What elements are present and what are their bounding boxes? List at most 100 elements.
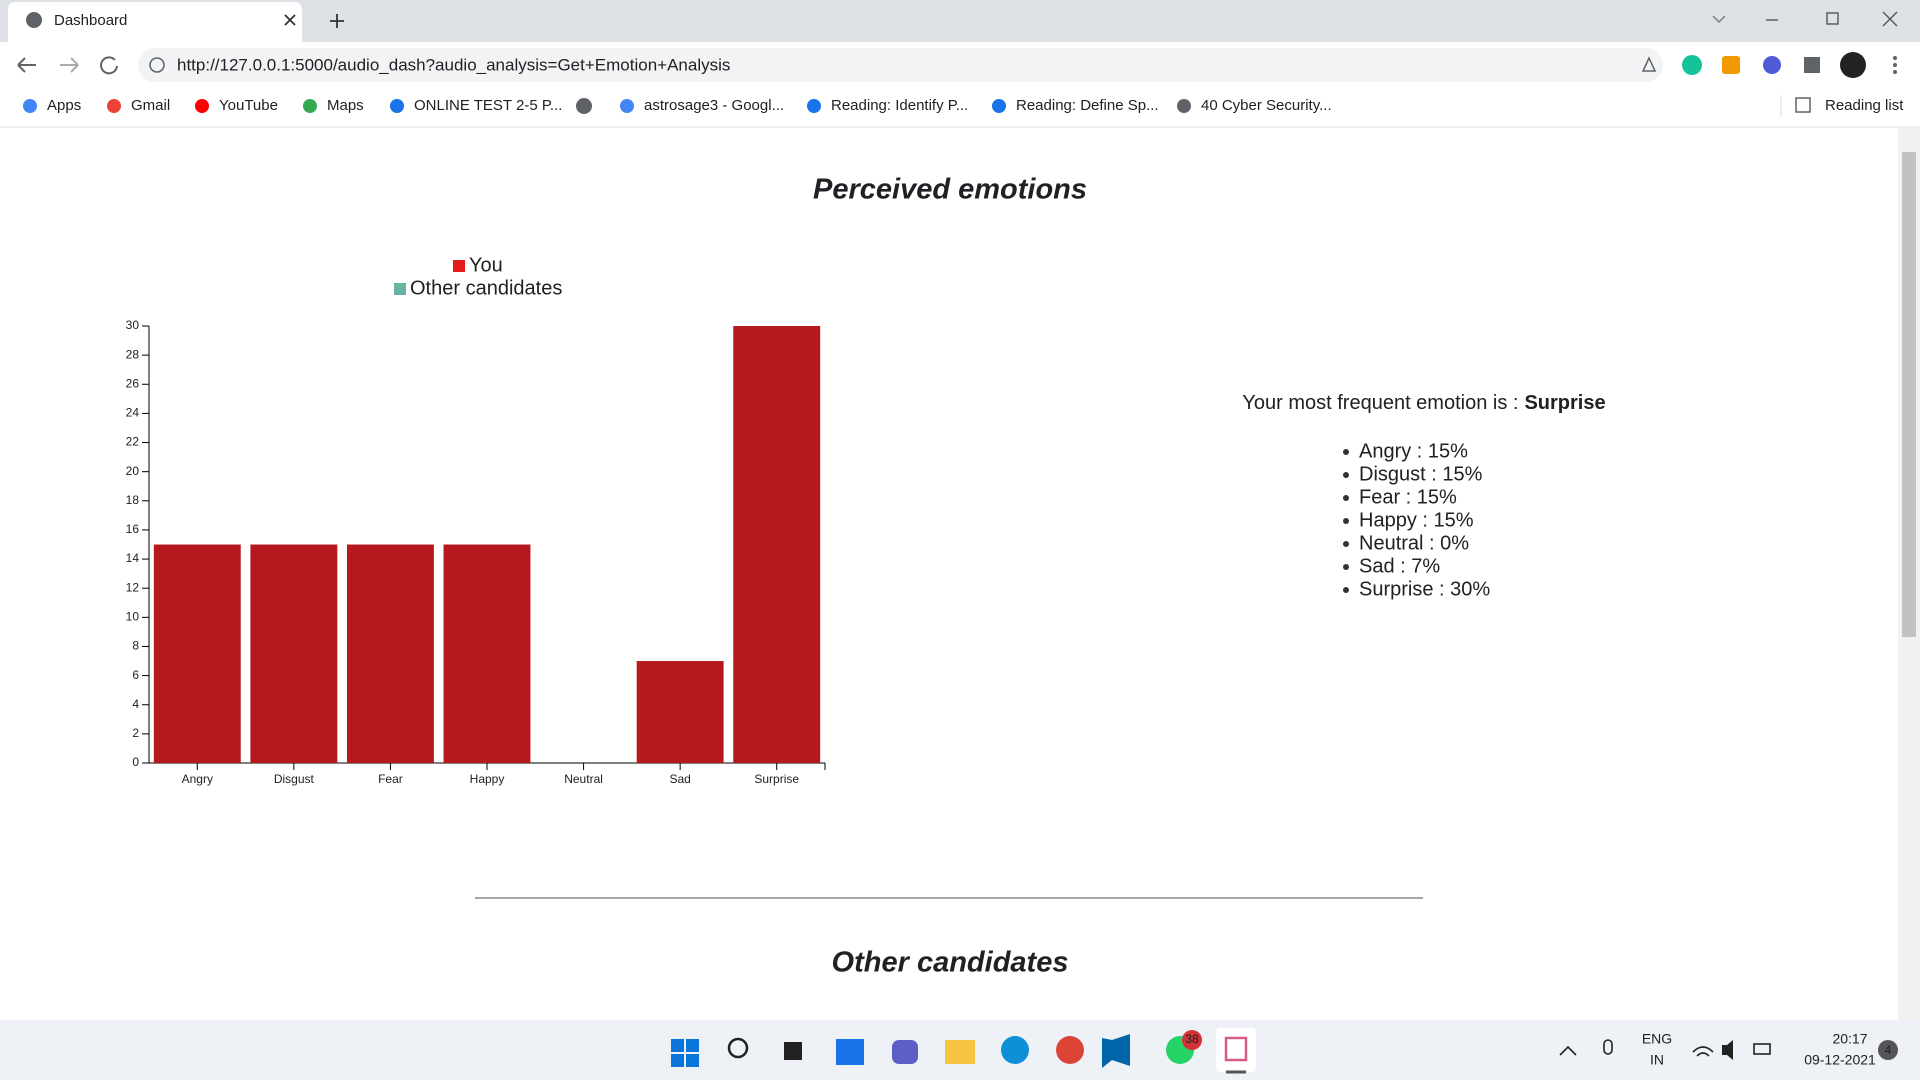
vscode[interactable] <box>1102 1034 1130 1068</box>
whatsapp-badge: 38 <box>1185 1032 1199 1046</box>
edge[interactable] <box>1001 1036 1029 1064</box>
bar <box>443 544 531 763</box>
reading-list[interactable]: Reading list <box>1825 97 1904 114</box>
explorer[interactable] <box>945 1040 975 1064</box>
y-tick-label: 4 <box>132 697 139 711</box>
y-tick-label: 20 <box>126 464 140 478</box>
list-item: Happy : 15% <box>1359 509 1474 531</box>
start[interactable] <box>671 1039 699 1067</box>
y-tick-label: 16 <box>126 522 140 536</box>
list-bullet <box>1343 472 1349 478</box>
volume[interactable] <box>1722 1040 1733 1060</box>
bar <box>250 544 338 763</box>
restore[interactable] <box>1826 12 1839 25</box>
bookmark-icon <box>390 99 404 113</box>
widgets[interactable] <box>836 1039 864 1065</box>
tab-title: Dashboard <box>54 12 127 29</box>
language[interactable]: ENG <box>1642 1031 1672 1047</box>
y-tick-label: 12 <box>126 580 140 594</box>
time[interactable]: 20:17 <box>1832 1031 1867 1047</box>
bookmark-icon <box>107 99 121 113</box>
summary: Your most frequent emotion is : Surprise <box>1242 392 1605 414</box>
list-item: Sad : 7% <box>1359 555 1440 577</box>
bookmark[interactable]: YouTube <box>219 97 278 114</box>
bar <box>733 326 821 763</box>
menu[interactable] <box>1893 56 1897 60</box>
back[interactable] <box>17 57 36 73</box>
x-tick-label: Neutral <box>564 772 603 786</box>
profile[interactable] <box>1840 52 1866 78</box>
new-tab[interactable] <box>330 14 344 28</box>
tab-search[interactable] <box>1712 15 1726 23</box>
bookmark[interactable]: Gmail <box>131 97 170 114</box>
bookmark-globe[interactable] <box>576 98 592 114</box>
snip-tool-bg <box>1216 1028 1256 1072</box>
y-tick-label: 18 <box>126 493 140 507</box>
bookmark-icon <box>1177 99 1191 113</box>
forward[interactable] <box>60 57 79 73</box>
bar <box>153 544 241 763</box>
bookmark[interactable]: Maps <box>327 97 364 114</box>
bookmark-icon <box>195 99 209 113</box>
snip-tool[interactable] <box>1224 1036 1248 1062</box>
battery[interactable] <box>1753 1043 1771 1055</box>
y-tick-label: 22 <box>126 435 140 449</box>
section-heading: Other candidates <box>832 947 1069 979</box>
site-info[interactable] <box>149 57 165 73</box>
notifications-bg[interactable] <box>1878 1040 1898 1060</box>
bookmark-star[interactable] <box>1641 56 1657 72</box>
summary-emotion: Surprise <box>1524 392 1605 414</box>
ext-grammarly[interactable] <box>1682 55 1702 75</box>
bookmark-icon <box>23 99 37 113</box>
ext-2[interactable] <box>1722 56 1740 74</box>
wifi[interactable] <box>1692 1046 1714 1057</box>
close-window[interactable] <box>1882 11 1898 27</box>
tray-arrow[interactable] <box>1559 1045 1577 1056</box>
y-tick-label: 8 <box>132 639 139 653</box>
url[interactable]: http://127.0.0.1:5000/audio_dash?audio_a… <box>177 55 730 74</box>
whatsapp-badge-bg <box>1182 1030 1202 1050</box>
chrome[interactable] <box>1056 1036 1084 1064</box>
list-bullet <box>1343 495 1349 501</box>
x-tick-label: Happy <box>470 772 505 786</box>
list-item: Fear : 15% <box>1359 486 1457 508</box>
summary-label: Your most frequent emotion is : <box>1242 392 1518 414</box>
list-item: Angry : 15% <box>1359 440 1468 462</box>
tab-close[interactable] <box>284 14 296 26</box>
tab[interactable] <box>8 2 302 42</box>
omnibox[interactable] <box>138 48 1663 82</box>
date[interactable]: 09-12-2021 <box>1804 1052 1876 1068</box>
y-tick-label: 0 <box>132 755 139 769</box>
mic[interactable] <box>1603 1039 1613 1055</box>
extensions[interactable] <box>1804 57 1820 73</box>
page-title: Perceived emotions <box>813 174 1087 206</box>
bar <box>346 544 434 763</box>
x-tick-label: Sad <box>669 772 690 786</box>
x-tick-label: Fear <box>378 772 403 786</box>
task-view[interactable] <box>784 1042 802 1060</box>
tab-favicon <box>26 12 42 28</box>
y-tick-label: 26 <box>126 376 140 390</box>
bookmark[interactable]: Reading: Identify P... <box>831 97 968 114</box>
region[interactable]: IN <box>1650 1052 1664 1068</box>
bookmark[interactable]: astrosage3 - Googl... <box>644 97 784 114</box>
bookmark[interactable]: Apps <box>47 97 81 114</box>
bookmark-icon <box>807 99 821 113</box>
scroll-thumb[interactable] <box>1902 152 1916 637</box>
bar <box>636 661 724 763</box>
reload[interactable] <box>100 56 118 75</box>
bookmark[interactable]: Reading: Define Sp... <box>1016 97 1159 114</box>
x-tick-label: Angry <box>182 772 213 786</box>
y-tick-label: 6 <box>132 668 139 682</box>
list-bullet <box>1343 518 1349 524</box>
legend-label: Other candidates <box>410 277 562 299</box>
y-tick-label: 2 <box>132 726 139 740</box>
y-tick-label: 30 <box>126 318 140 332</box>
y-tick-label: 24 <box>126 406 140 420</box>
search[interactable] <box>727 1037 749 1059</box>
bookmark[interactable]: 40 Cyber Security... <box>1201 97 1332 114</box>
ext-3[interactable] <box>1763 56 1781 74</box>
chat[interactable] <box>892 1040 918 1064</box>
bookmark[interactable]: ONLINE TEST 2-5 P... <box>414 97 562 114</box>
